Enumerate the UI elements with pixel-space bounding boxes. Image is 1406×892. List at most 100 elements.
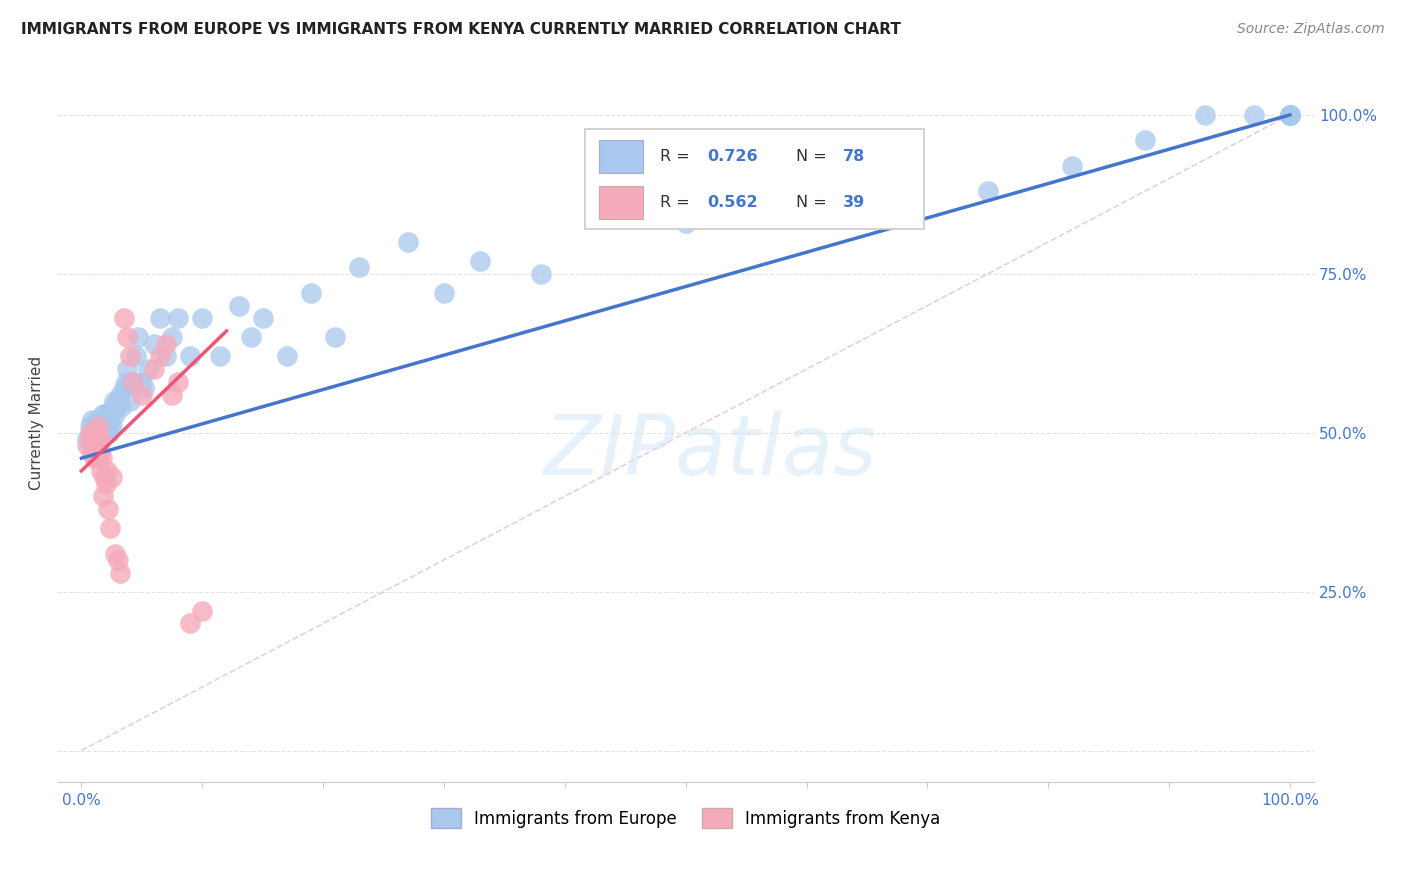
- Point: [155, 350, 177, 364]
- Point: [118, 394, 141, 409]
- Point: [108, 566, 131, 580]
- Point: [104, 547, 127, 561]
- Point: [239, 330, 262, 344]
- Point: [83, 451, 105, 466]
- Point: [675, 216, 697, 230]
- Point: [1278, 108, 1301, 122]
- Point: [299, 285, 322, 300]
- Point: [191, 311, 214, 326]
- Point: [209, 350, 232, 364]
- Point: [1278, 108, 1301, 122]
- Point: [323, 330, 346, 344]
- Point: [86, 413, 108, 427]
- Point: [90, 432, 112, 446]
- Point: [91, 425, 114, 440]
- Point: [121, 375, 143, 389]
- Point: [160, 330, 183, 344]
- Point: [179, 616, 201, 631]
- Point: [117, 362, 139, 376]
- Point: [89, 432, 111, 446]
- Point: [96, 413, 118, 427]
- Point: [91, 425, 114, 440]
- Point: [90, 419, 112, 434]
- Point: [127, 330, 149, 344]
- Text: Source: ZipAtlas.com: Source: ZipAtlas.com: [1237, 22, 1385, 37]
- Point: [118, 350, 141, 364]
- Point: [83, 438, 105, 452]
- Point: [117, 330, 139, 344]
- Point: [276, 350, 298, 364]
- Point: [91, 451, 114, 466]
- Point: [107, 553, 129, 567]
- Point: [84, 445, 107, 459]
- Point: [112, 381, 135, 395]
- Point: [349, 260, 371, 275]
- Point: [396, 235, 419, 249]
- Point: [93, 419, 115, 434]
- Point: [97, 419, 120, 434]
- Y-axis label: Currently Married: Currently Married: [30, 356, 44, 491]
- Point: [79, 425, 101, 440]
- Point: [76, 432, 98, 446]
- Point: [1278, 108, 1301, 122]
- Point: [433, 285, 456, 300]
- Point: [470, 254, 492, 268]
- Point: [82, 432, 104, 446]
- Point: [79, 419, 101, 434]
- Point: [149, 350, 172, 364]
- Point: [160, 387, 183, 401]
- Legend: Immigrants from Europe, Immigrants from Kenya: Immigrants from Europe, Immigrants from …: [425, 801, 948, 835]
- Point: [252, 311, 274, 326]
- Point: [100, 419, 122, 434]
- Point: [228, 299, 250, 313]
- Point: [1062, 159, 1084, 173]
- Point: [93, 413, 115, 427]
- Point: [97, 407, 120, 421]
- Point: [89, 445, 111, 459]
- Point: [104, 407, 127, 421]
- Point: [89, 419, 111, 434]
- Point: [91, 489, 114, 503]
- Point: [142, 336, 165, 351]
- Point: [82, 413, 104, 427]
- Point: [831, 203, 853, 218]
- Point: [94, 407, 117, 421]
- Point: [191, 604, 214, 618]
- Point: [100, 413, 122, 427]
- Point: [167, 311, 190, 326]
- Point: [100, 470, 122, 484]
- Point: [108, 387, 131, 401]
- Point: [98, 425, 121, 440]
- Point: [80, 425, 103, 440]
- Point: [97, 502, 120, 516]
- Point: [770, 159, 793, 173]
- Point: [87, 425, 110, 440]
- Point: [107, 394, 129, 409]
- Point: [83, 438, 105, 452]
- Point: [131, 375, 153, 389]
- Point: [110, 401, 132, 415]
- Point: [76, 438, 98, 452]
- Point: [1243, 108, 1265, 122]
- Point: [89, 413, 111, 427]
- Point: [179, 350, 201, 364]
- Point: [96, 464, 118, 478]
- Point: [602, 184, 624, 198]
- Point: [91, 407, 114, 421]
- Point: [105, 401, 128, 415]
- Point: [1194, 108, 1216, 122]
- Point: [80, 445, 103, 459]
- Point: [977, 184, 1000, 198]
- Text: IMMIGRANTS FROM EUROPE VS IMMIGRANTS FROM KENYA CURRENTLY MARRIED CORRELATION CH: IMMIGRANTS FROM EUROPE VS IMMIGRANTS FRO…: [21, 22, 901, 37]
- Point: [100, 521, 122, 535]
- Point: [84, 432, 107, 446]
- Point: [84, 419, 107, 434]
- Point: [87, 419, 110, 434]
- Point: [149, 311, 172, 326]
- Point: [83, 425, 105, 440]
- Point: [155, 336, 177, 351]
- Point: [103, 394, 125, 409]
- Point: [101, 401, 124, 415]
- Point: [86, 451, 108, 466]
- Point: [86, 432, 108, 446]
